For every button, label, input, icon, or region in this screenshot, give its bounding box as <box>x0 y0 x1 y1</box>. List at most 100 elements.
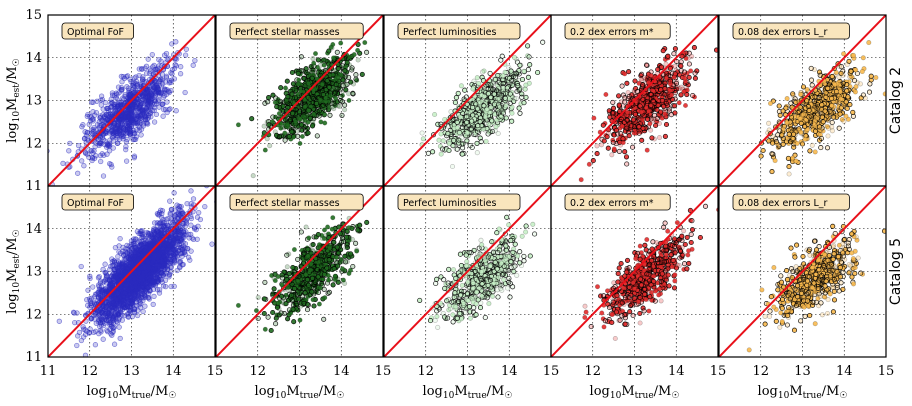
data-point <box>506 65 512 71</box>
data-point <box>663 61 669 67</box>
data-point <box>496 103 502 109</box>
data-point <box>808 113 814 119</box>
data-point <box>266 122 272 128</box>
data-point <box>495 110 502 116</box>
data-point <box>662 111 668 117</box>
data-point <box>578 177 584 183</box>
data-point <box>645 108 652 114</box>
one-to-one-line <box>216 15 383 186</box>
data-point <box>115 123 121 129</box>
data-point <box>114 91 120 98</box>
data-point <box>492 77 498 83</box>
data-point <box>841 118 847 124</box>
data-point <box>339 112 345 118</box>
data-point <box>845 116 851 122</box>
data-point <box>824 124 830 130</box>
data-point <box>81 163 87 169</box>
data-point <box>495 130 501 137</box>
data-point <box>513 74 519 80</box>
data-point <box>620 136 626 142</box>
data-point <box>469 144 475 151</box>
data-point <box>310 96 317 102</box>
data-point <box>302 104 308 110</box>
data-point <box>594 151 600 157</box>
panel-label: Optimal FoF <box>61 22 134 40</box>
data-point <box>684 92 690 98</box>
data-point <box>78 263 84 270</box>
data-point <box>868 73 874 79</box>
data-point <box>278 85 284 91</box>
data-point <box>314 108 320 114</box>
data-point <box>448 109 454 115</box>
data-point <box>342 102 348 108</box>
data-point <box>790 92 796 99</box>
data-point <box>469 118 475 124</box>
data-point <box>692 70 698 76</box>
data-point <box>817 124 823 130</box>
data-point <box>350 81 357 87</box>
data-point <box>792 152 798 158</box>
data-point <box>182 52 189 58</box>
data-point <box>90 129 96 135</box>
data-point <box>632 111 638 117</box>
data-point <box>140 121 146 127</box>
data-point <box>803 105 809 111</box>
data-point <box>626 69 632 75</box>
data-point <box>82 149 89 155</box>
data-point <box>454 125 460 131</box>
data-point <box>309 75 315 81</box>
data-point <box>818 135 824 141</box>
data-point <box>119 121 126 128</box>
data-point <box>318 119 324 125</box>
data-point <box>302 112 308 118</box>
data-point <box>496 95 502 101</box>
data-point <box>516 105 522 111</box>
data-point <box>475 106 481 112</box>
data-point <box>678 63 684 69</box>
data-point <box>326 84 332 90</box>
data-point <box>136 66 142 72</box>
data-point <box>276 111 282 117</box>
data-point <box>535 69 541 76</box>
data-point <box>838 96 844 102</box>
data-point <box>819 102 825 108</box>
data-point <box>349 67 355 73</box>
data-point <box>79 158 85 164</box>
data-point <box>650 98 656 104</box>
scatter-series <box>578 45 718 183</box>
data-point <box>464 119 470 125</box>
data-point <box>766 138 772 144</box>
data-point <box>100 266 106 273</box>
data-point <box>149 91 155 97</box>
data-point <box>295 81 301 87</box>
data-point <box>173 56 180 62</box>
panel-1-3: Perfect luminosities <box>383 14 552 187</box>
data-point <box>235 122 241 128</box>
data-point <box>882 91 886 97</box>
data-point <box>507 100 513 106</box>
data-point <box>464 114 470 120</box>
data-point <box>330 55 337 61</box>
data-point <box>348 79 354 85</box>
data-point <box>296 77 302 83</box>
data-point <box>121 114 127 120</box>
data-point <box>830 114 837 120</box>
data-point <box>336 81 342 87</box>
data-point <box>636 130 642 136</box>
panel-label: Perfect luminosities <box>397 22 521 40</box>
data-point <box>800 111 806 117</box>
data-point <box>250 173 256 179</box>
data-point <box>660 71 667 78</box>
data-point <box>836 125 842 131</box>
data-point <box>477 100 483 106</box>
data-point <box>622 95 628 101</box>
data-point <box>333 86 339 92</box>
data-point <box>161 52 168 58</box>
data-point <box>473 101 479 107</box>
data-point <box>130 102 136 109</box>
data-point <box>298 88 304 94</box>
data-point <box>136 72 142 79</box>
data-point <box>513 70 519 76</box>
data-point <box>857 81 863 87</box>
data-point <box>669 92 675 98</box>
